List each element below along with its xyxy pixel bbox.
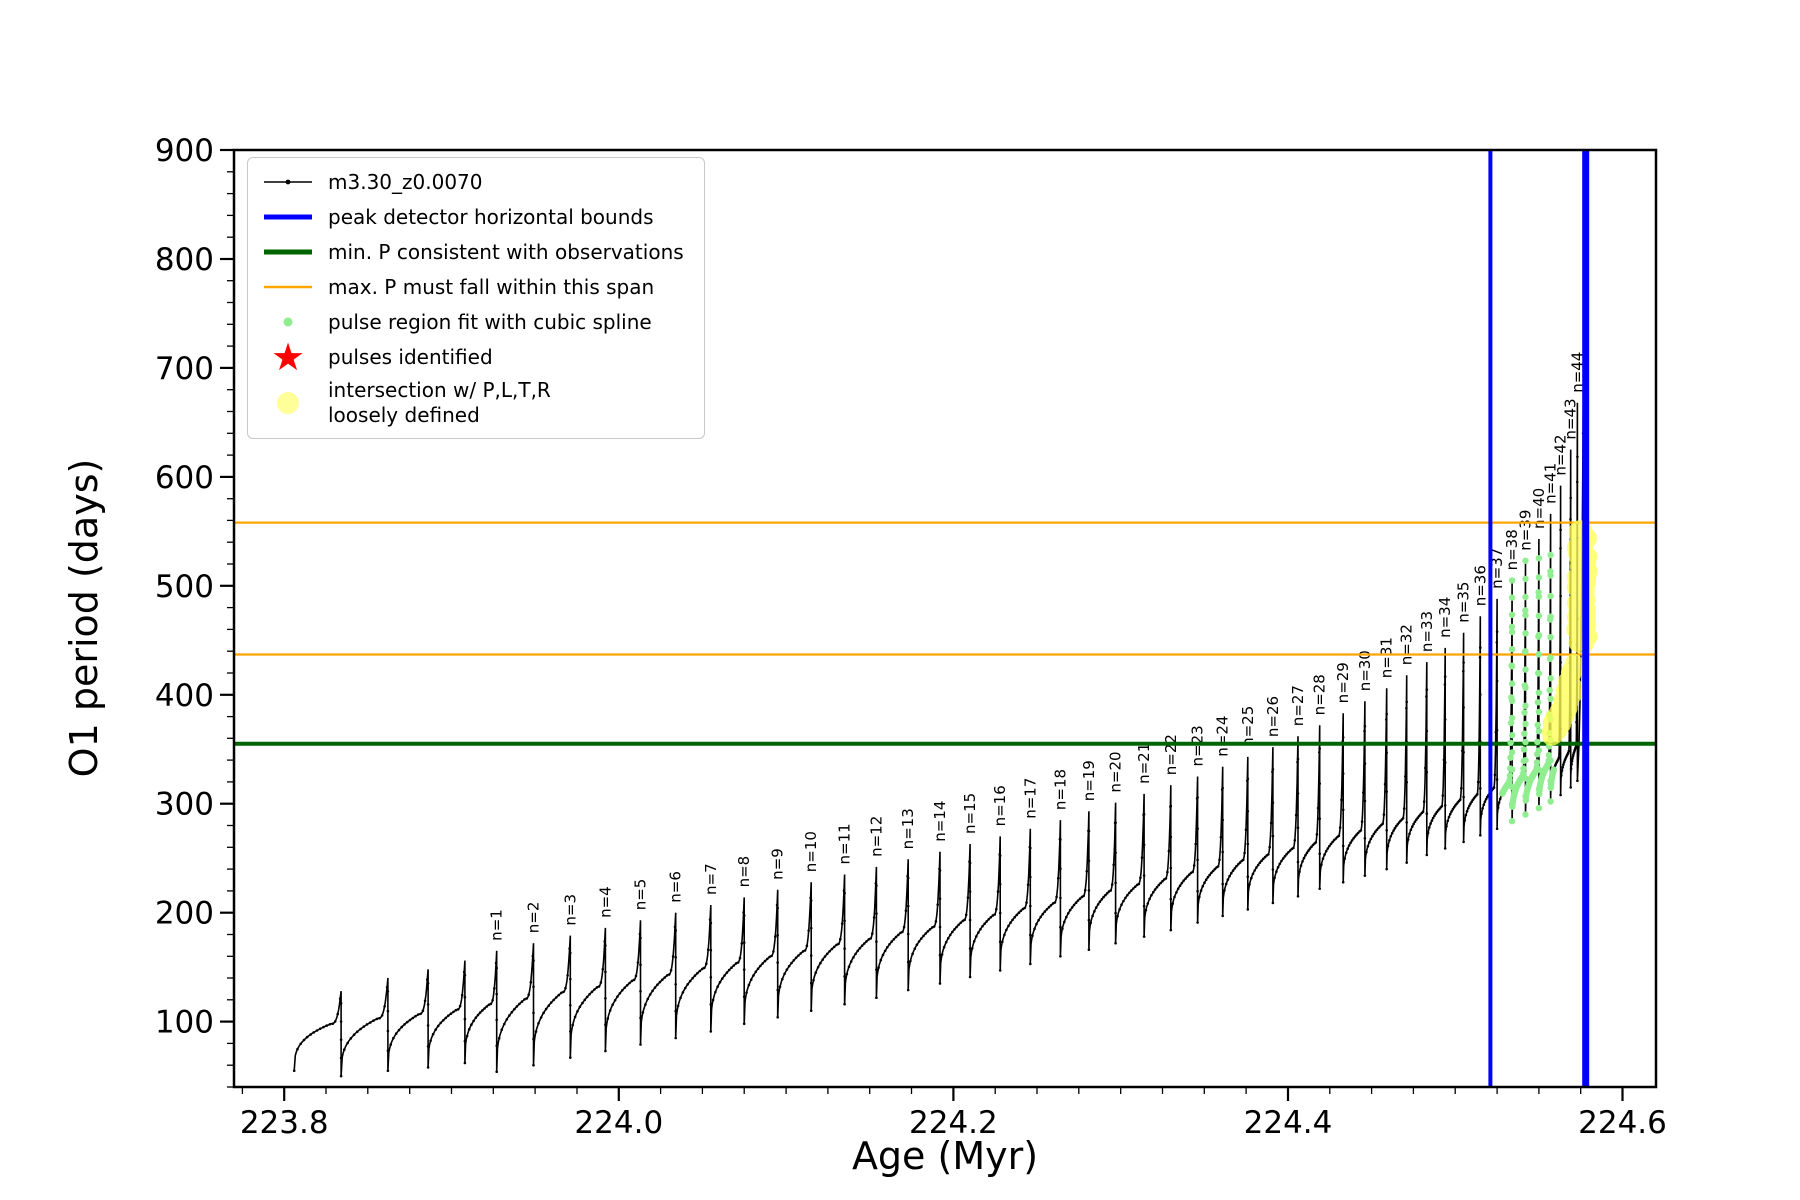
svg-text:n=7: n=7 bbox=[702, 863, 720, 895]
svg-text:224.4: 224.4 bbox=[1244, 1105, 1333, 1141]
svg-text:224.6: 224.6 bbox=[1578, 1105, 1667, 1141]
legend-label: max. P must fall within this span bbox=[328, 274, 655, 299]
blue-line-icon bbox=[260, 207, 316, 227]
svg-text:300: 300 bbox=[155, 787, 214, 823]
legend-label: pulses identified bbox=[328, 344, 493, 369]
yellow-dot-icon bbox=[260, 388, 316, 418]
orange-line-icon bbox=[260, 277, 316, 297]
axis-ticks bbox=[220, 148, 1624, 1101]
x-axis-title: Age (Myr) bbox=[851, 1134, 1039, 1178]
red-star-icon: ★ bbox=[270, 335, 306, 379]
svg-text:n=38: n=38 bbox=[1503, 529, 1521, 570]
svg-text:n=41: n=41 bbox=[1542, 463, 1560, 504]
svg-text:n=23: n=23 bbox=[1189, 725, 1207, 766]
svg-text:n=20: n=20 bbox=[1107, 751, 1125, 792]
svg-text:n=12: n=12 bbox=[867, 816, 885, 857]
svg-text:n=28: n=28 bbox=[1311, 674, 1329, 715]
legend-item-series: m3.30_z0.0070 bbox=[260, 168, 684, 196]
svg-text:n=25: n=25 bbox=[1239, 706, 1257, 747]
svg-text:n=30: n=30 bbox=[1356, 650, 1374, 691]
svg-text:n=34: n=34 bbox=[1436, 597, 1454, 638]
svg-text:n=4: n=4 bbox=[596, 886, 614, 918]
y-axis-title: O1 period (days) bbox=[62, 458, 106, 778]
svg-text:n=1: n=1 bbox=[488, 909, 506, 941]
svg-text:n=35: n=35 bbox=[1455, 582, 1473, 623]
legend-label: m3.30_z0.0070 bbox=[328, 169, 483, 194]
svg-text:700: 700 bbox=[155, 351, 214, 387]
svg-text:500: 500 bbox=[155, 569, 214, 605]
svg-text:n=14: n=14 bbox=[931, 801, 949, 842]
svg-text:n=5: n=5 bbox=[632, 879, 650, 911]
svg-text:n=8: n=8 bbox=[735, 856, 753, 888]
plot-border bbox=[232, 148, 1658, 1089]
svg-text:n=31: n=31 bbox=[1378, 637, 1396, 678]
svg-text:n=32: n=32 bbox=[1398, 624, 1416, 665]
svg-text:n=42: n=42 bbox=[1552, 434, 1570, 475]
svg-text:224.2: 224.2 bbox=[909, 1105, 998, 1141]
legend-label: peak detector horizontal bounds bbox=[328, 204, 654, 229]
svg-text:100: 100 bbox=[155, 1005, 214, 1041]
svg-text:224.0: 224.0 bbox=[574, 1105, 663, 1141]
legend-item-peak-bounds: peak detector horizontal bounds bbox=[260, 203, 684, 231]
svg-text:n=9: n=9 bbox=[769, 848, 787, 880]
svg-text:n=2: n=2 bbox=[525, 902, 543, 934]
series-curve bbox=[292, 150, 1588, 1078]
legend-item-min-p: min. P consistent with observations bbox=[260, 238, 684, 266]
spline-dots bbox=[1499, 551, 1558, 825]
green-dot-icon bbox=[260, 312, 316, 332]
svg-text:n=21: n=21 bbox=[1135, 743, 1153, 784]
legend-item-spline: pulse region fit with cubic spline bbox=[260, 308, 684, 336]
svg-text:400: 400 bbox=[155, 678, 214, 714]
svg-text:200: 200 bbox=[155, 896, 214, 932]
svg-text:n=44: n=44 bbox=[1568, 352, 1586, 393]
svg-text:n=18: n=18 bbox=[1051, 769, 1069, 810]
svg-text:223.8: 223.8 bbox=[240, 1105, 329, 1141]
legend-label: intersection w/ P,L,T,R loosely defined bbox=[328, 378, 551, 427]
series-line-icon bbox=[260, 172, 316, 192]
svg-text:n=36: n=36 bbox=[1471, 565, 1489, 606]
legend-label: min. P consistent with observations bbox=[328, 239, 684, 264]
svg-text:n=16: n=16 bbox=[991, 785, 1009, 826]
svg-text:n=26: n=26 bbox=[1264, 696, 1282, 737]
svg-text:n=13: n=13 bbox=[899, 808, 917, 849]
tick-labels: 223.8 224.0 224.2 224.4 224.6 100 200 300 400 500… bbox=[155, 133, 1667, 1141]
legend-label: pulse region fit with cubic spline bbox=[328, 309, 652, 334]
svg-text:n=27: n=27 bbox=[1289, 685, 1307, 726]
svg-text:n=22: n=22 bbox=[1162, 734, 1180, 775]
svg-text:n=3: n=3 bbox=[561, 894, 579, 926]
svg-text:800: 800 bbox=[155, 242, 214, 278]
svg-text:n=39: n=39 bbox=[1517, 510, 1535, 551]
svg-text:n=33: n=33 bbox=[1418, 611, 1436, 652]
pulse-labels: n=1 n=2 n=3 n=4 n=5 n=6 n=7 n=8 n=9 n=10 n=11 n=12 n… bbox=[488, 352, 1587, 941]
svg-text:n=11: n=11 bbox=[836, 823, 854, 864]
legend-item-max-p: max. P must fall within this span bbox=[260, 273, 684, 301]
green-line-icon bbox=[260, 242, 316, 262]
svg-text:n=17: n=17 bbox=[1021, 778, 1039, 819]
svg-text:n=29: n=29 bbox=[1334, 662, 1352, 703]
svg-text:600: 600 bbox=[155, 460, 214, 496]
svg-text:n=10: n=10 bbox=[802, 831, 820, 872]
legend-box: m3.30_z0.0070 peak detector horizontal b… bbox=[247, 157, 705, 439]
svg-text:n=43: n=43 bbox=[1562, 398, 1580, 439]
svg-text:n=37: n=37 bbox=[1488, 548, 1506, 589]
svg-text:900: 900 bbox=[155, 133, 214, 169]
legend-item-pulses: ★ pulses identified bbox=[260, 335, 684, 379]
svg-text:n=40: n=40 bbox=[1530, 488, 1548, 529]
svg-text:n=24: n=24 bbox=[1214, 716, 1232, 757]
svg-text:n=19: n=19 bbox=[1080, 760, 1098, 801]
legend-item-intersection: intersection w/ P,L,T,R loosely defined bbox=[260, 378, 684, 428]
svg-text:n=15: n=15 bbox=[961, 793, 979, 834]
svg-text:n=6: n=6 bbox=[667, 871, 685, 903]
